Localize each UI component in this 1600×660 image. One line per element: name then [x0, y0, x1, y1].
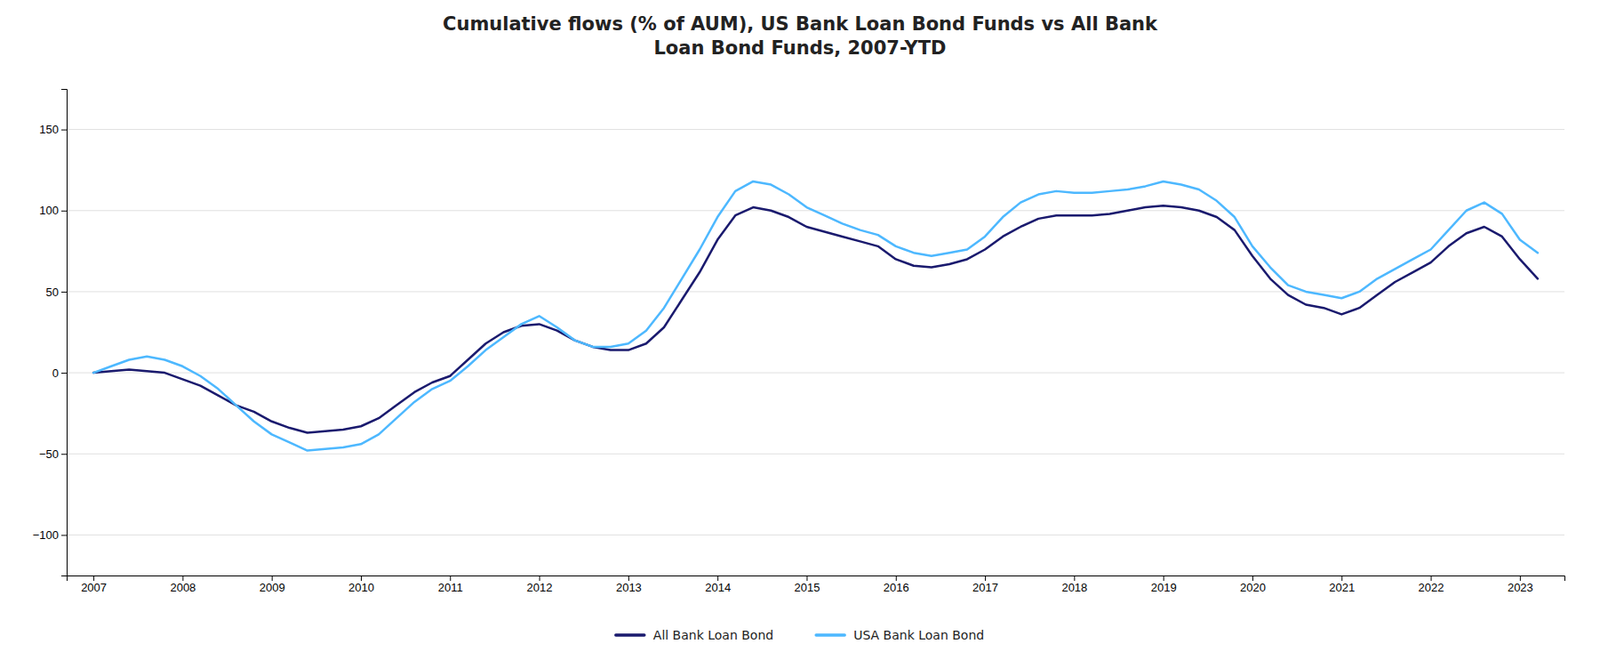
grid: [66, 129, 1565, 536]
x-tick: 2008: [169, 575, 196, 594]
x-tick: 2014: [704, 575, 731, 594]
x-tick: 2016: [883, 575, 910, 594]
x-tick-label: 2007: [80, 580, 107, 594]
x-tick: 2017: [972, 575, 999, 594]
y-tick-mark: [61, 372, 67, 374]
x-tick-mark: [539, 575, 541, 581]
x-tick-mark: [984, 575, 986, 581]
x-tick-mark: [1341, 575, 1343, 581]
y-axis-line: [61, 89, 68, 576]
x-tick: 2018: [1061, 575, 1088, 594]
title: Cumulative flows (% of AUM), US Bank Loa…: [442, 13, 1159, 59]
plot-area: [93, 181, 1538, 451]
x-tick-label: 2017: [972, 580, 999, 594]
grid-line: [66, 290, 1565, 292]
x-tick: 2020: [1240, 575, 1266, 594]
x-tick-mark: [360, 575, 362, 581]
x-tick-label: 2020: [1240, 580, 1266, 594]
x-tick: 2019: [1151, 575, 1177, 594]
x-tick-mark: [1431, 575, 1432, 581]
x-tick-label: 2022: [1418, 580, 1445, 594]
y-tick-mark: [61, 210, 67, 212]
x-tick-label: 2010: [348, 580, 375, 594]
y-tick: 50: [46, 285, 67, 299]
y-tick-label: −50: [39, 447, 59, 461]
legend-item: USA Bank Loan Bond: [816, 627, 984, 642]
x-tick-mark: [1073, 575, 1075, 581]
x-tick: 2021: [1328, 575, 1355, 594]
x-tick: 2013: [616, 575, 642, 594]
x-tick-mark: [628, 575, 630, 581]
grid-line: [66, 453, 1565, 455]
x-axis-line: [67, 576, 1566, 582]
x-tick: 2011: [438, 575, 464, 594]
grid-line: [66, 372, 1565, 374]
y-tick-label: −100: [32, 528, 59, 542]
x-tick-label: 2018: [1061, 580, 1088, 594]
y-tick: 0: [52, 366, 67, 380]
x-tick: 2012: [527, 575, 553, 594]
x-tick: 2022: [1418, 575, 1445, 594]
legend-label: All Bank Loan Bond: [653, 627, 774, 642]
x-tick: 2023: [1507, 575, 1534, 594]
grid-line: [66, 128, 1565, 130]
chart: Cumulative flows (% of AUM), US Bank Loa…: [0, 0, 1600, 660]
y-tick-label: 0: [52, 366, 59, 380]
x-tick: 2015: [794, 575, 821, 594]
x-tick-label: 2008: [169, 580, 196, 594]
x-tick-label: 2015: [794, 580, 821, 594]
x-tick-label: 2016: [883, 580, 910, 594]
legend-swatch: [816, 632, 845, 637]
legend-label: USA Bank Loan Bond: [853, 627, 984, 642]
y-tick-mark: [61, 291, 67, 293]
title-line: Loan Bond Funds, 2007-YTD: [653, 37, 946, 59]
x-tick-label: 2012: [527, 580, 553, 594]
y-tick-label: 50: [46, 285, 59, 299]
y-tick: −100: [32, 528, 67, 542]
x-tick-mark: [1163, 575, 1165, 581]
y-tick-mark: [61, 534, 67, 536]
x-tick: 2007: [80, 575, 107, 594]
x-tick-label: 2013: [616, 580, 642, 594]
legend: All Bank Loan Bond USA Bank Loan Bond: [616, 627, 984, 642]
x-tick-mark: [806, 575, 808, 581]
x-tick-mark: [93, 575, 95, 581]
y-tick-mark: [61, 453, 67, 455]
y-tick-label: 100: [39, 203, 59, 217]
grid-line: [66, 534, 1565, 536]
y-axis: −100 −50 0 50 100 150: [32, 89, 68, 576]
x-tick-mark: [1520, 575, 1521, 581]
x-tick-mark: [272, 575, 273, 581]
title-line: Cumulative flows (% of AUM), US Bank Loa…: [442, 13, 1159, 35]
y-tick: 150: [39, 122, 67, 136]
y-tick: −50: [39, 447, 67, 461]
series-line: [93, 205, 1538, 432]
y-tick: 100: [39, 203, 67, 217]
x-tick-mark: [717, 575, 719, 581]
x-tick-label: 2014: [704, 580, 731, 594]
x-tick-mark: [896, 575, 897, 581]
x-tick: 2010: [348, 575, 375, 594]
x-tick: 2009: [259, 575, 286, 594]
series-line: [93, 181, 1538, 451]
x-tick-mark: [449, 575, 451, 581]
x-tick-label: 2021: [1328, 580, 1355, 594]
x-tick-mark: [1252, 575, 1254, 581]
legend-item: All Bank Loan Bond: [616, 627, 774, 642]
y-tick-mark: [61, 129, 67, 131]
x-tick-label: 2019: [1151, 580, 1177, 594]
x-tick-mark: [182, 575, 184, 581]
x-tick-label: 2011: [438, 580, 464, 594]
x-tick-label: 2023: [1507, 580, 1534, 594]
y-tick-label: 150: [39, 122, 59, 136]
legend-swatch: [616, 632, 645, 637]
x-tick-label: 2009: [259, 580, 286, 594]
x-axis: 2007 2008 2009 2010 2011 2012 2013 2014 2015 2016…: [67, 575, 1566, 594]
